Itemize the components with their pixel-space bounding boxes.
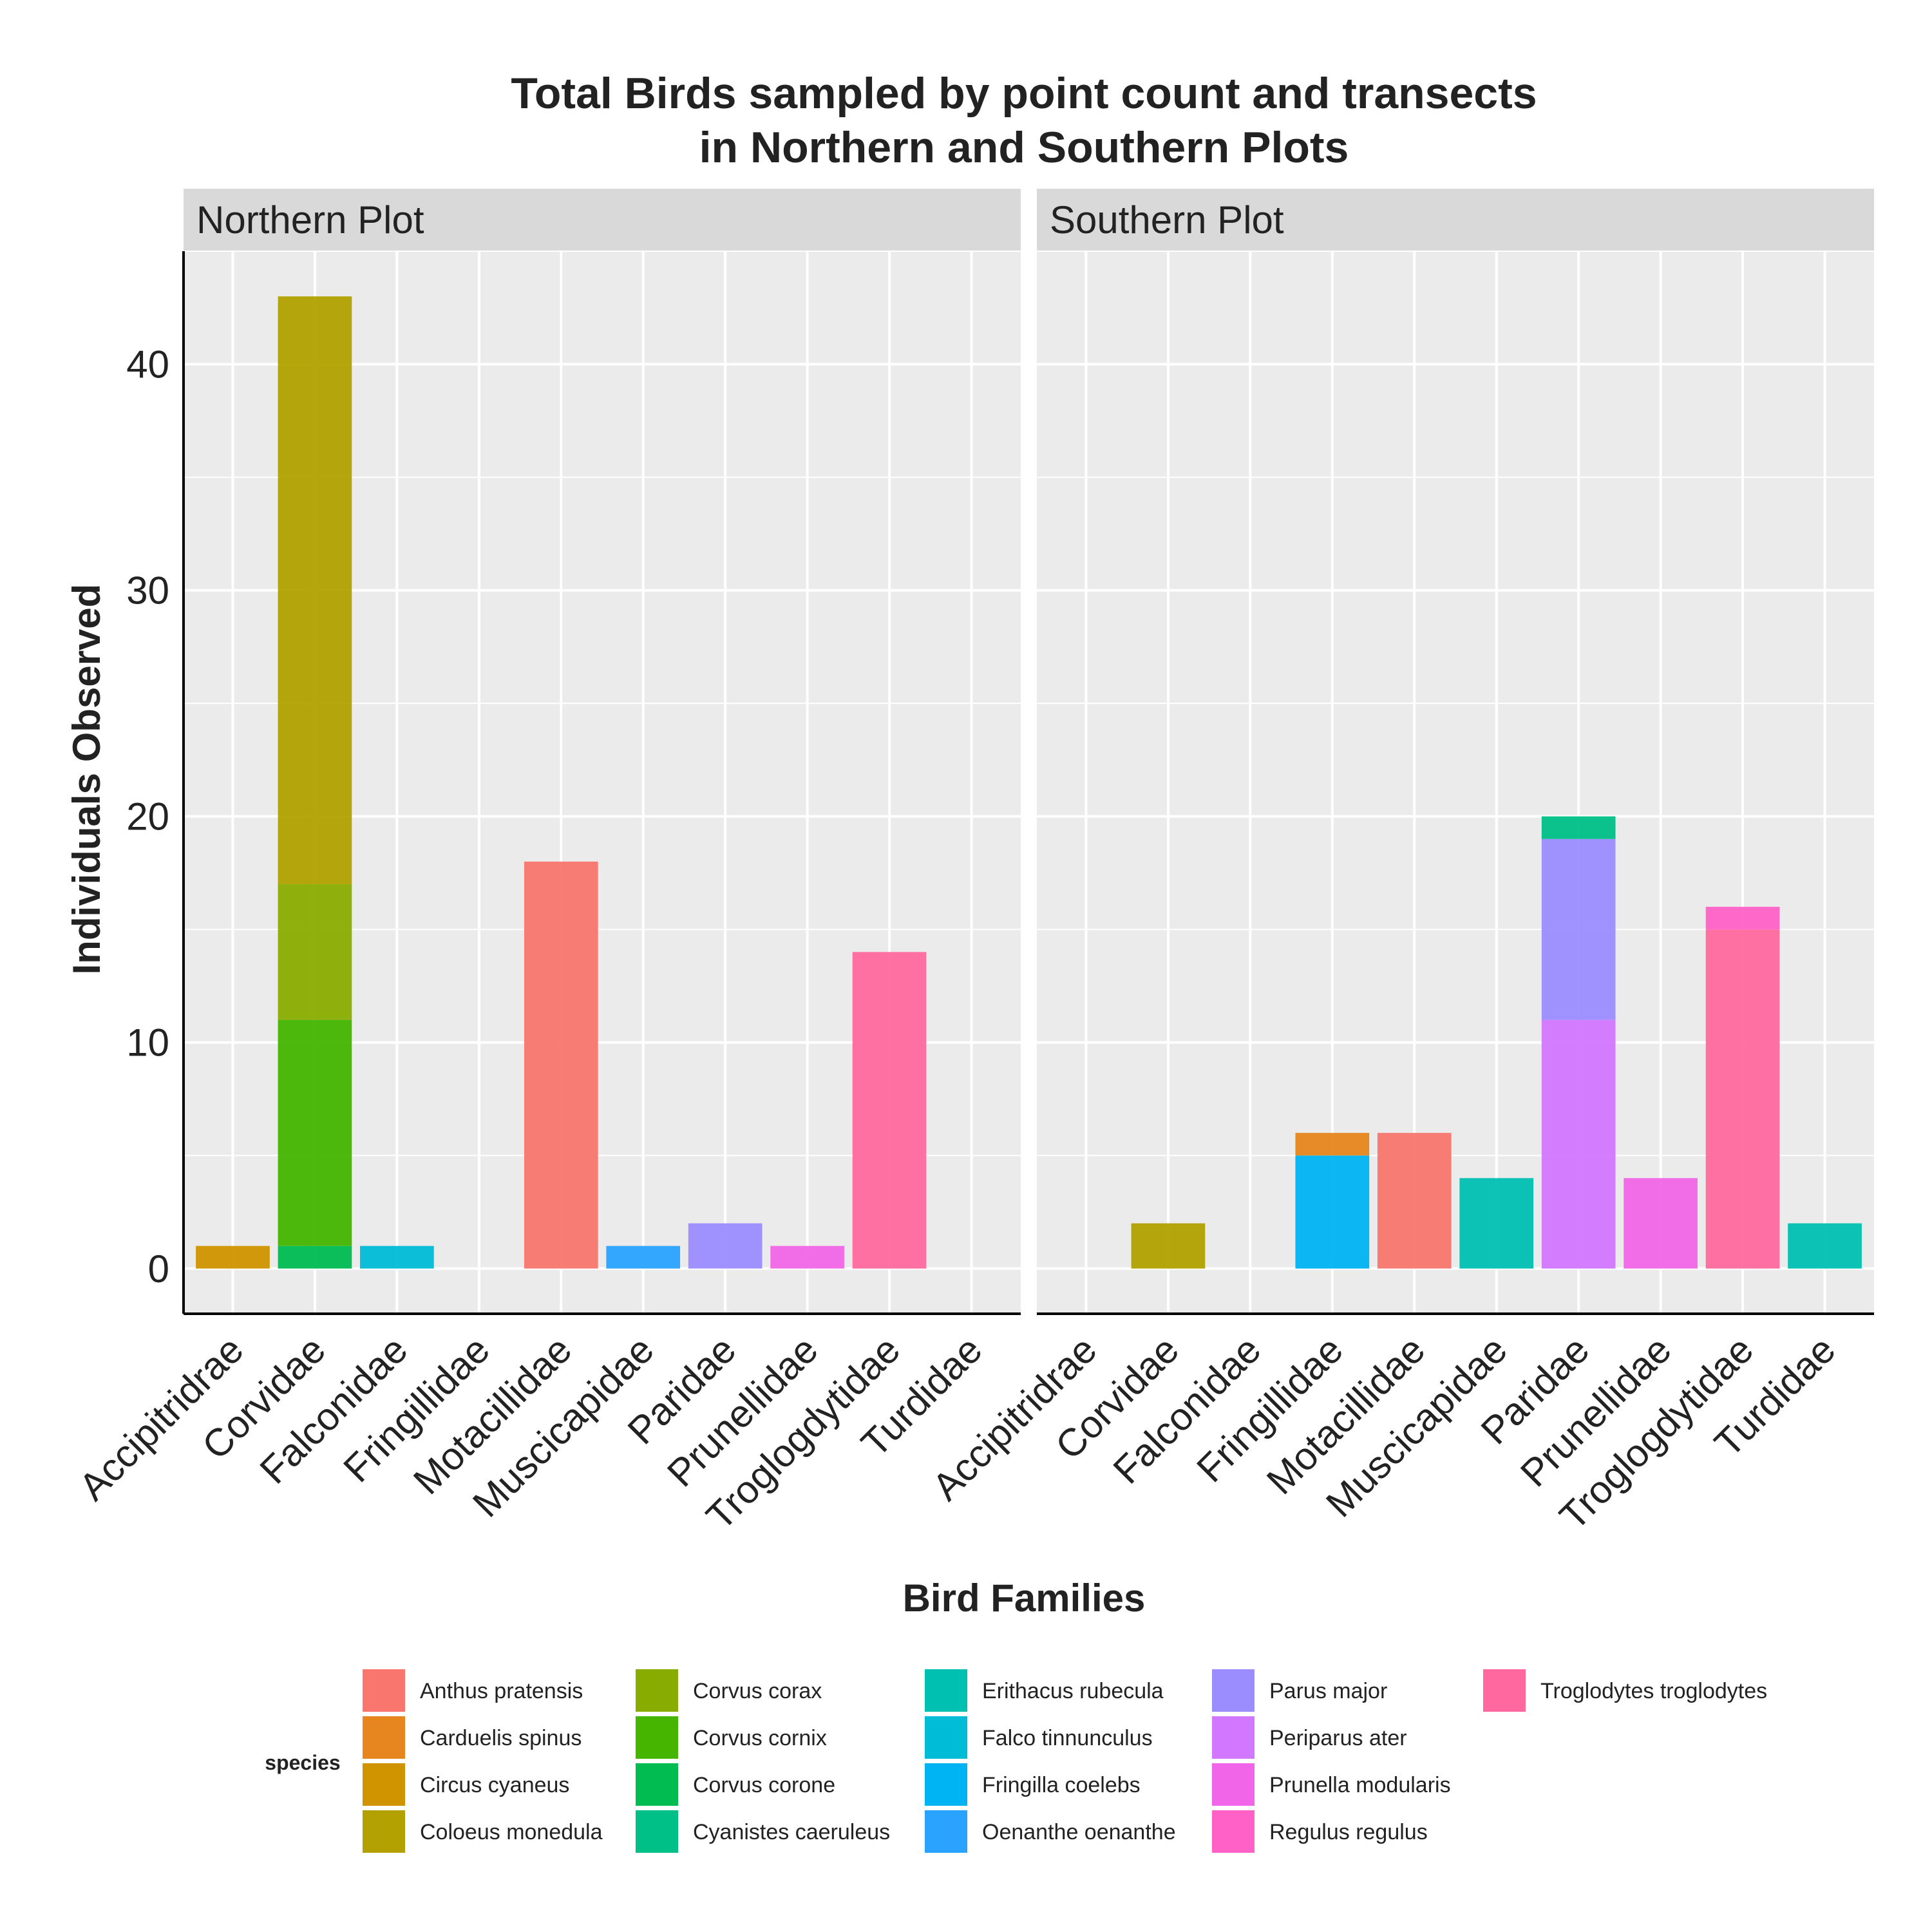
bar-segment (1459, 1178, 1534, 1269)
legend-key (636, 1763, 678, 1806)
legend-item: Troglodytes troglodytes (1483, 1669, 1767, 1712)
strip-background (1037, 189, 1874, 251)
bar-segment (1705, 907, 1780, 930)
legend-key (363, 1716, 405, 1759)
legend-label: Erithacus rubecula (982, 1679, 1164, 1703)
y-tick-label: 30 (126, 569, 169, 612)
bar-segment (278, 1019, 352, 1246)
legend-label: Corvus corone (693, 1773, 835, 1797)
legend-item: Corvus corone (636, 1763, 835, 1806)
bar-segment (1131, 1223, 1206, 1269)
legend-label: Circus cyaneus (420, 1773, 569, 1797)
legend-key (363, 1763, 405, 1806)
bar-segment (278, 1245, 352, 1269)
legend-key (925, 1810, 967, 1853)
legend-item: Anthus pratensis (363, 1669, 583, 1712)
bar-segment (852, 952, 927, 1269)
bar-segment (1541, 816, 1616, 839)
y-axis-title: Individuals Observed (65, 584, 108, 975)
bar-segment (1541, 1019, 1616, 1269)
legend-label: Fringilla coelebs (982, 1773, 1141, 1797)
legend-key (636, 1810, 678, 1853)
bar-segment (770, 1245, 844, 1269)
bar-segment (1788, 1223, 1862, 1269)
legend-item: Fringilla coelebs (925, 1763, 1141, 1806)
bar-segment (688, 1223, 762, 1269)
chart-panels: Northern Plot010203040AccipitridraeCorvi… (71, 189, 1874, 1538)
bar-segment (1377, 1133, 1452, 1269)
legend-item: Prunella modularis (1212, 1763, 1451, 1806)
strip-label: Southern Plot (1050, 198, 1284, 242)
bar-segment (1705, 929, 1780, 1269)
legend-label: Parus major (1269, 1679, 1387, 1703)
bar-segment (278, 296, 352, 884)
legend-label: Prunella modularis (1269, 1773, 1451, 1797)
panel-southern-plot: Southern PlotAccipitridraeCorvidaeFalcon… (924, 189, 1874, 1538)
legend-key (1212, 1669, 1255, 1712)
legend-item: Periparus ater (1212, 1716, 1407, 1759)
legend-key (363, 1669, 405, 1712)
legend-item: Cyanistes caeruleus (636, 1810, 890, 1853)
y-tick-label: 10 (126, 1021, 169, 1065)
strip-label: Northern Plot (196, 198, 424, 242)
legend-label: Regulus regulus (1269, 1820, 1428, 1844)
chart-title: Total Birds sampled by point count and t… (511, 69, 1537, 172)
legend-label: Corvus corax (693, 1679, 822, 1703)
legend-key (1212, 1716, 1255, 1759)
bar-segment (196, 1245, 270, 1269)
legend-title: species (265, 1751, 340, 1774)
panel-northern-plot: Northern Plot010203040AccipitridraeCorvi… (71, 189, 1021, 1538)
legend-item: Falco tinnunculus (925, 1716, 1153, 1759)
legend-label: Oenanthe oenanthe (982, 1820, 1176, 1844)
legend-label: Anthus pratensis (420, 1679, 583, 1703)
chart-title-line-1: Total Birds sampled by point count and t… (511, 69, 1537, 118)
legend-item: Coloeus monedula (363, 1810, 603, 1853)
legend-key (925, 1716, 967, 1759)
legend-key (1212, 1810, 1255, 1853)
bar-segment (1624, 1178, 1698, 1269)
legend-item: Circus cyaneus (363, 1763, 569, 1806)
legend-item: Parus major (1212, 1669, 1387, 1712)
legend-item: Erithacus rubecula (925, 1669, 1164, 1712)
y-tick-label: 0 (148, 1247, 169, 1291)
legend-key (1212, 1763, 1255, 1806)
bar-segment (524, 861, 598, 1269)
legend-item: Oenanthe oenanthe (925, 1810, 1176, 1853)
legend-label: Troglodytes troglodytes (1540, 1679, 1767, 1703)
bar-segment (360, 1245, 434, 1269)
legend-item: Corvus cornix (636, 1716, 827, 1759)
legend-label: Corvus cornix (693, 1726, 827, 1750)
bar-segment (1295, 1133, 1370, 1156)
x-axis-title: Bird Families (903, 1577, 1146, 1620)
chart-title-line-2: in Northern and Southern Plots (699, 123, 1349, 172)
bar-segment (1541, 838, 1616, 1020)
legend: species Anthus pratensis Carduelis spinus… (265, 1669, 1767, 1853)
y-tick-label: 40 (126, 343, 169, 386)
legend-key (636, 1716, 678, 1759)
strip-background (184, 189, 1021, 251)
legend-label: Coloeus monedula (420, 1820, 603, 1844)
bar-segment (606, 1245, 681, 1269)
legend-item: Regulus regulus (1212, 1810, 1428, 1853)
bar-segment (278, 884, 352, 1020)
legend-label: Carduelis spinus (420, 1726, 582, 1750)
bar-segment (1295, 1155, 1370, 1269)
legend-key (925, 1763, 967, 1806)
legend-label: Cyanistes caeruleus (693, 1820, 890, 1844)
legend-key (925, 1669, 967, 1712)
legend-key (363, 1810, 405, 1853)
legend-item: Corvus corax (636, 1669, 822, 1712)
legend-key (1483, 1669, 1526, 1712)
legend-item: Carduelis spinus (363, 1716, 582, 1759)
legend-key (636, 1669, 678, 1712)
y-tick-label: 20 (126, 795, 169, 838)
legend-label: Periparus ater (1269, 1726, 1407, 1750)
legend-label: Falco tinnunculus (982, 1726, 1153, 1750)
